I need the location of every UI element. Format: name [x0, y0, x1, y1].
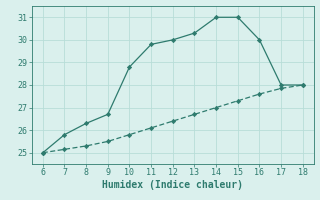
X-axis label: Humidex (Indice chaleur): Humidex (Indice chaleur) [102, 180, 243, 190]
